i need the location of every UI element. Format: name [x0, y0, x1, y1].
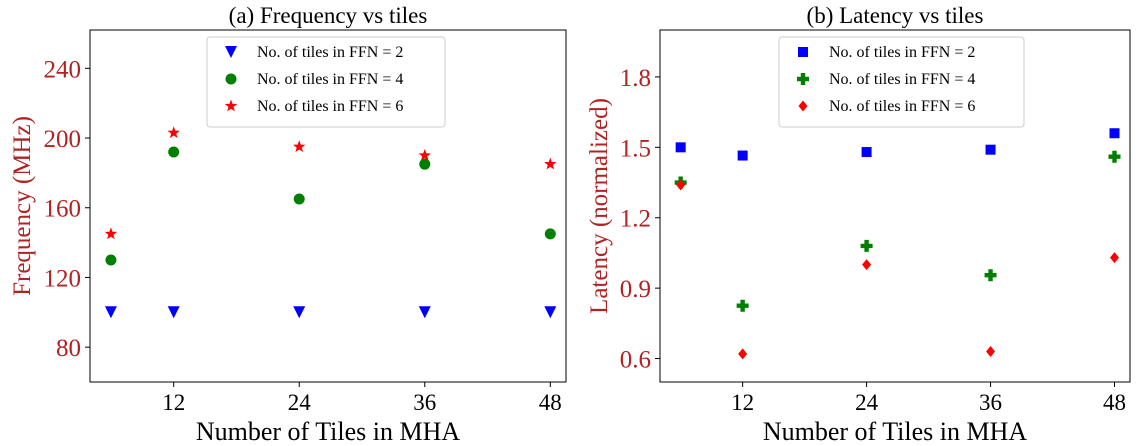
data-point [675, 142, 686, 153]
legend: No. of tiles in FFN = 2 No. of tiles in F… [206, 36, 446, 128]
x-tick-label: 48 [1103, 390, 1126, 415]
data-point [544, 157, 557, 170]
legend-marker [798, 47, 808, 57]
data-point [676, 179, 686, 191]
y-tick-label: 240 [44, 56, 82, 83]
x-axis-label: Number of Tiles in MHA [196, 417, 461, 446]
legend-box [206, 36, 446, 128]
series-0 [675, 128, 1120, 161]
chart-title: (a) Frequency vs tiles [229, 3, 428, 28]
y-tick-label: 1.8 [620, 65, 651, 92]
series-2 [676, 179, 1120, 360]
x-tick-label: 12 [731, 390, 754, 415]
data-point [1108, 150, 1121, 163]
data-point [167, 126, 180, 139]
data-point [419, 158, 431, 170]
data-point [168, 146, 180, 158]
legend: No. of tiles in FFN = 2 No. of tiles in F… [778, 36, 1025, 128]
data-point [544, 228, 556, 240]
y-tick-label: 1.5 [620, 135, 651, 162]
y-tick-label: 160 [44, 196, 82, 223]
legend-label: No. of tiles in FFN = 4 [829, 71, 975, 88]
data-point [736, 299, 749, 312]
x-tick-label: 36 [979, 390, 1002, 415]
data-point [544, 306, 557, 319]
series-0 [104, 306, 557, 319]
x-tick-label: 12 [162, 390, 185, 415]
y-tick-label: 80 [56, 335, 81, 362]
legend-box [778, 36, 1025, 128]
data-point [1109, 128, 1120, 139]
legend-marker [225, 73, 237, 85]
data-point [105, 254, 117, 266]
x-tick-label: 48 [539, 390, 562, 415]
y-axis-label: Frequency (MHz) [9, 116, 36, 296]
y-tick-label: 0.9 [620, 276, 651, 303]
y-tick-label: 1.2 [620, 206, 651, 233]
legend-label: No. of tiles in FFN = 4 [257, 71, 403, 88]
data-point [984, 269, 997, 282]
data-point [861, 147, 872, 158]
plot-area [89, 29, 567, 383]
data-point [985, 144, 996, 155]
data-point [986, 345, 996, 357]
data-point [104, 227, 118, 240]
data-point [862, 259, 872, 271]
data-point [860, 239, 873, 252]
x-tick-label: 36 [413, 390, 436, 415]
legend-label: No. of tiles in FFN = 6 [829, 98, 975, 115]
legend-label: No. of tiles in FFN = 2 [257, 44, 403, 61]
y-tick-label: 120 [44, 265, 82, 292]
legend-marker [798, 100, 808, 112]
series-2 [104, 126, 557, 240]
x-tick-label: 24 [288, 390, 312, 415]
chart-title: (b) Latency vs tiles [807, 3, 984, 28]
x-axis-label: Number of Tiles in MHA [763, 417, 1028, 446]
y-tick-label: 0.6 [620, 347, 651, 374]
series-1 [674, 150, 1121, 312]
data-point [293, 140, 306, 153]
x-tick-label: 24 [855, 390, 879, 415]
legend-label: No. of tiles in FFN = 2 [829, 44, 975, 61]
data-point [1110, 252, 1120, 264]
legend-label: No. of tiles in FFN = 6 [257, 98, 403, 115]
data-point [738, 348, 748, 360]
series-1 [105, 146, 556, 266]
plot-area [659, 29, 1131, 383]
y-axis-label: Latency (normalized) [586, 98, 613, 314]
data-point [418, 306, 431, 319]
y-tick-label: 200 [44, 126, 82, 153]
legend-marker [797, 73, 809, 85]
data-point [293, 193, 305, 205]
legend-marker [225, 46, 237, 58]
chart-panel-0: (a) Frequency vs tiles 12 24 36 48 80 120 160 20… [9, 3, 567, 446]
data-point [293, 306, 306, 319]
data-point [418, 148, 431, 161]
data-point [167, 306, 180, 319]
data-point [104, 306, 117, 319]
legend-marker [224, 99, 238, 112]
chart-panel-1: (b) Latency vs tiles 12 24 36 48 0.6 0.9 1.2 1.5… [586, 3, 1131, 446]
data-point [737, 150, 748, 161]
